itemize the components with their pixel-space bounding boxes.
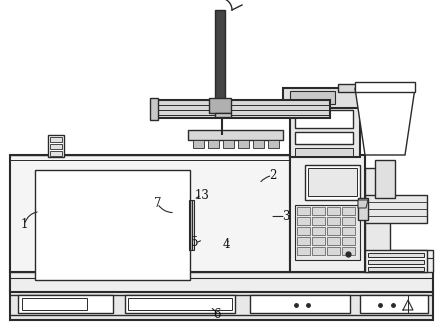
Bar [128,298,232,310]
Bar [327,247,340,255]
Bar [48,135,64,157]
Bar [209,98,231,113]
Bar [50,144,62,149]
Bar [189,200,194,250]
Bar [297,247,310,255]
Text: 4: 4 [222,238,229,251]
Bar [50,151,62,156]
Bar [295,132,353,144]
Bar [368,260,424,264]
Bar [250,295,350,313]
Bar [312,217,325,225]
Bar [327,227,340,235]
Text: 1: 1 [21,218,28,231]
Bar [193,140,204,148]
Bar [268,140,279,148]
Bar [365,168,390,253]
Bar [215,113,231,117]
Polygon shape [355,88,415,155]
Bar [312,247,325,255]
Bar [208,140,219,148]
Bar [295,205,360,260]
Bar [290,91,335,104]
Text: 13: 13 [194,189,209,202]
Bar [297,237,310,245]
Bar [342,247,355,255]
Bar [35,170,190,280]
Bar [368,267,424,271]
Bar [327,207,340,215]
Bar [312,237,325,245]
Bar [312,207,325,215]
Bar [355,82,415,92]
Bar [375,160,395,198]
Bar [338,84,356,92]
Bar [342,227,355,235]
Text: 5: 5 [191,236,198,249]
Bar [295,110,353,128]
Bar [297,207,310,215]
Bar [290,155,365,272]
Bar [342,217,355,225]
Bar [215,10,225,102]
Text: 3: 3 [282,210,289,223]
Text: 2: 2 [269,169,276,182]
Text: 7: 7 [154,197,161,210]
Bar [305,165,360,200]
Bar [327,217,340,225]
Bar [10,250,433,272]
Bar [18,295,113,313]
Bar [283,88,363,108]
Bar [342,207,355,215]
Text: 6: 6 [214,308,221,321]
Bar [290,105,360,157]
Bar [22,298,87,310]
Bar [358,198,368,220]
Bar [297,217,310,225]
Bar [297,227,310,235]
Bar [327,237,340,245]
Polygon shape [358,200,368,208]
Bar [155,100,330,118]
Bar [238,140,249,148]
Bar [188,130,283,140]
Bar [365,250,427,272]
Bar [312,227,325,235]
Bar [360,295,428,313]
Bar [50,137,62,142]
Bar [295,148,353,156]
Bar [365,195,427,223]
Bar [150,98,158,120]
Bar [10,155,290,272]
Bar [253,140,264,148]
Bar [342,237,355,245]
Bar [10,270,433,292]
Bar [10,290,433,320]
Bar [125,295,235,313]
Bar [368,253,424,257]
Bar [308,168,357,196]
Bar [223,140,234,148]
